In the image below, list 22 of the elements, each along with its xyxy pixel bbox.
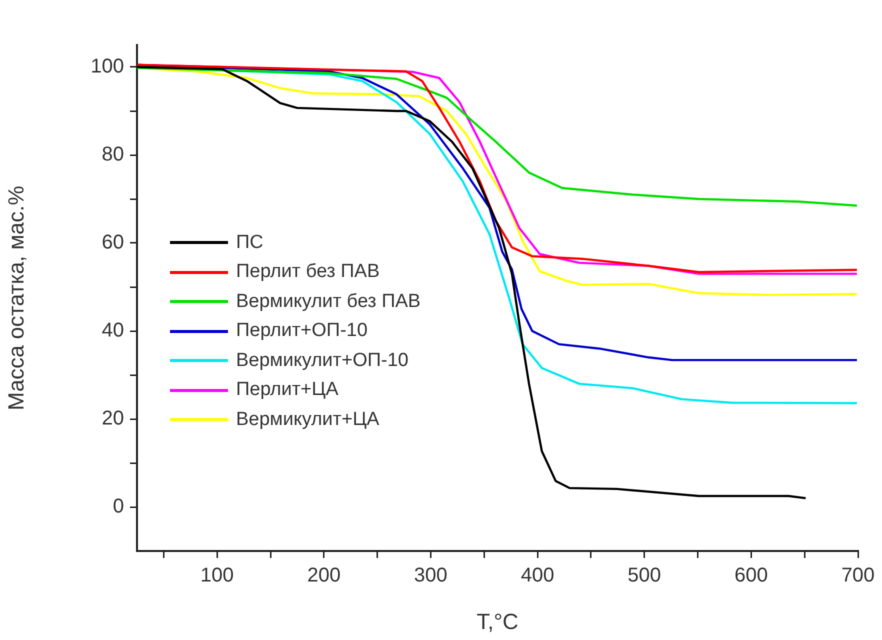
x-tick-label: 600	[734, 564, 768, 587]
legend-label: Вермикулит+ОП-10	[236, 350, 408, 372]
y-tick-label: 40	[102, 320, 124, 342]
y-tick-label: 100	[90, 56, 124, 78]
y-tick-label: 0	[112, 496, 124, 518]
legend-label: Перлит без ПАВ	[236, 261, 380, 284]
y-tick-label: 80	[102, 144, 124, 166]
y-tick-label: 60	[102, 232, 124, 254]
legend-label: Перлит+ОП-10	[236, 320, 368, 342]
x-tick-label: 700	[841, 564, 875, 587]
y-axis-title: Масса остатка, мас.%	[3, 186, 28, 410]
x-tick-label: 300	[414, 564, 448, 587]
legend-label: Вермикулит без ПАВ	[236, 290, 421, 313]
x-tick-label: 200	[307, 564, 341, 587]
legend-label: ПС	[236, 232, 264, 254]
x-axis-title: T,°C	[476, 608, 519, 634]
y-tick-label: 20	[102, 408, 124, 430]
legend-label: Перлит+ЦА	[236, 379, 338, 402]
x-tick-label: 500	[628, 564, 662, 587]
x-tick-label: 100	[200, 564, 234, 587]
legend-label: Вермикулит+ЦА	[236, 408, 380, 431]
x-tick-label: 400	[520, 564, 554, 587]
